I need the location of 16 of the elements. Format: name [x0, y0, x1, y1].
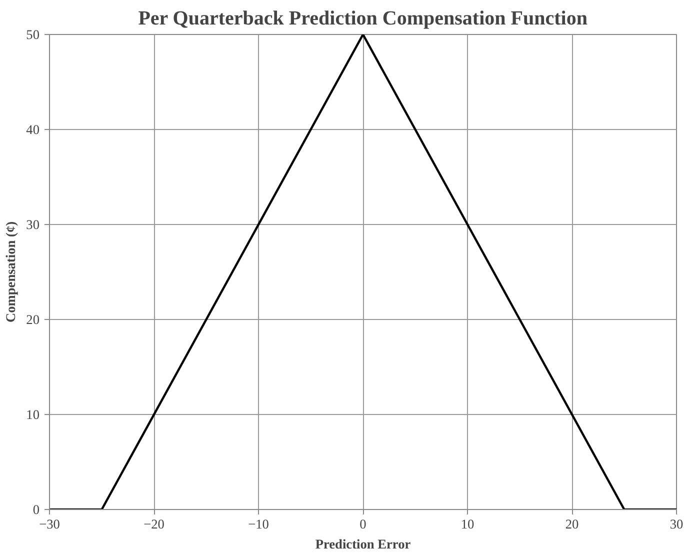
x-axis-title: Prediction Error [315, 536, 411, 552]
x-tick-label: 0 [360, 516, 367, 532]
y-tick-label: 0 [32, 502, 40, 517]
x-tick-label: −10 [248, 516, 270, 532]
x-tick-label: 20 [565, 516, 579, 532]
x-tick-label: −20 [144, 516, 165, 532]
x-tick-label: −30 [39, 516, 60, 532]
y-tick-label: 40 [26, 122, 40, 137]
x-tick-label: 30 [670, 516, 684, 532]
y-tick-label: 10 [26, 407, 40, 422]
y-axis-title: Compensation (¢) [3, 221, 18, 323]
y-tick-label: 20 [26, 312, 40, 327]
y-tick-label: 30 [26, 217, 40, 232]
x-tick-label: 10 [460, 516, 474, 532]
y-tick-label: 50 [26, 27, 40, 42]
chart-title: Per Quarterback Prediction Compensation Function [138, 8, 588, 30]
